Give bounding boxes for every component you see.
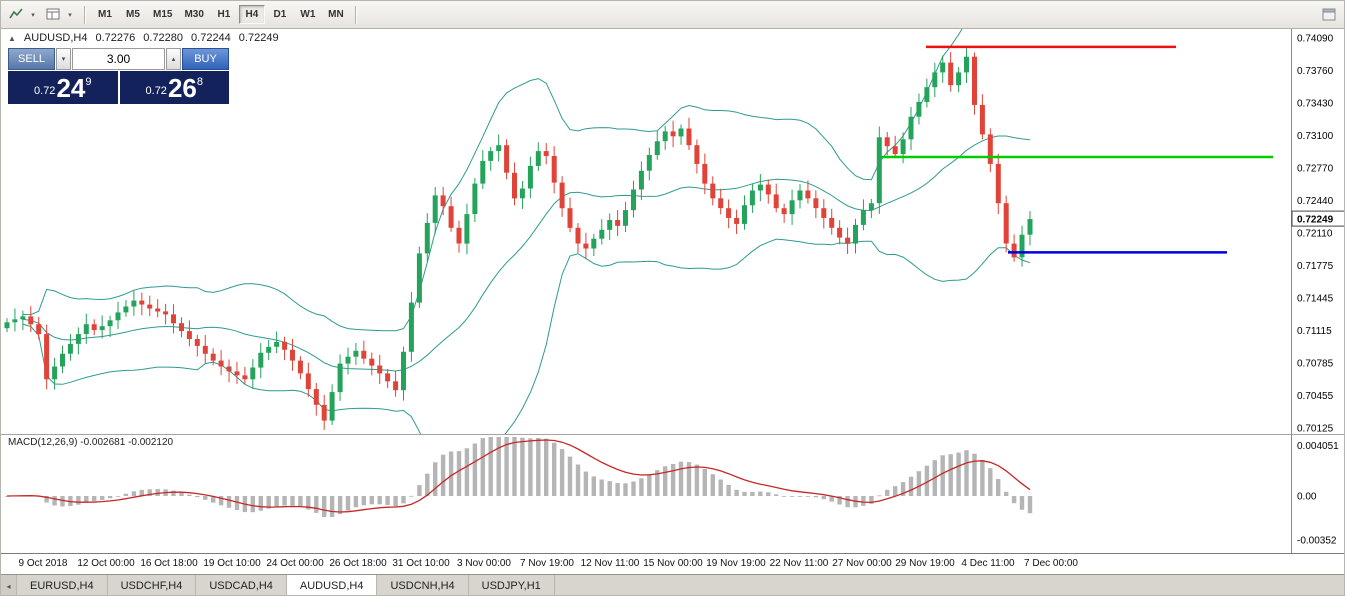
toolbar-separator (84, 5, 86, 24)
timeframe-w1-button[interactable]: W1 (295, 5, 321, 24)
time-axis-label: 29 Nov 19:00 (895, 558, 955, 569)
time-axis-label: 12 Nov 11:00 (580, 558, 640, 569)
price-axis-label: 0.71775 (1297, 261, 1334, 272)
symbol-info: ▲ AUDUSD,H4 0.72276 0.72280 0.72244 0.72… (8, 32, 279, 44)
top-toolbar: ▾ ▾ M1 M5 M15 M30 H1 H4 D1 W1 MN (1, 1, 1344, 29)
time-axis-label: 12 Oct 00:00 (77, 558, 135, 569)
timeframe-buttons: M1 M5 M15 M30 H1 H4 D1 W1 MN (91, 5, 350, 24)
time-axis[interactable]: 9 Oct 2018 12 Oct 00:00 16 Oct 18:00 19 Oct… (1, 553, 1344, 574)
volume-decrease-button[interactable]: ▾ (56, 48, 71, 70)
chart-tab-audusd[interactable]: AUDUSD,H4 (286, 575, 378, 595)
timeframe-h1-button[interactable]: H1 (211, 5, 237, 24)
price-axis-label: 0.73430 (1297, 98, 1334, 109)
price-axis-label: 0.73100 (1297, 131, 1334, 142)
macd-axis-label: 0.00 (1297, 492, 1317, 503)
sell-price-big: 24 (56, 73, 86, 104)
candles-group (4, 45, 1033, 430)
current-price-badge: 0.72249 (1291, 210, 1344, 227)
macd-axis-label: 0.004051 (1297, 441, 1339, 452)
price-chart-area[interactable]: 0.74090 0.73760 0.73430 0.73100 0.72770 0.724… (1, 29, 1344, 434)
chart-tab-usdjpy[interactable]: USDJPY,H1 (469, 575, 555, 595)
macd-histogram (4, 437, 1033, 517)
time-axis-label: 4 Dec 11:00 (961, 558, 1015, 569)
chart-tabs-bar: ◂ EURUSD,H4 USDCHF,H4 USDCAD,H4 AUDUSD,H4 US… (1, 574, 1344, 595)
time-axis-label: 24 Oct 00:00 (266, 558, 324, 569)
price-axis-label: 0.72770 (1297, 163, 1334, 174)
indicators-icon[interactable] (5, 5, 27, 25)
time-axis-label: 22 Nov 11:00 (769, 558, 829, 569)
one-click-trading-panel: SELL ▾ ▴ BUY 0.72 24 9 0.72 26 8 (8, 48, 229, 104)
price-axis-label: 0.71445 (1297, 294, 1334, 305)
buy-price-pip: 8 (196, 76, 203, 88)
buy-price[interactable]: 0.72 26 8 (119, 71, 229, 104)
macd-panel[interactable]: 0.004051 0.00 -0.00352 MACD(12,26,9) -0.00… (1, 434, 1344, 553)
symbol-label: AUDUSD,H4 (23, 32, 88, 44)
low-value: 0.72244 (191, 32, 231, 44)
price-axis-label: 0.74090 (1297, 34, 1334, 45)
time-axis-label: 7 Nov 19:00 (520, 558, 574, 569)
buy-button[interactable]: BUY (182, 48, 229, 70)
price-axis-label: 0.70455 (1297, 391, 1334, 402)
macd-axis-label: -0.00352 (1297, 536, 1337, 547)
timeframe-mn-button[interactable]: MN (323, 5, 349, 24)
sell-price[interactable]: 0.72 24 9 (8, 71, 118, 104)
buy-price-big: 26 (167, 73, 197, 104)
timeframe-d1-button[interactable]: D1 (267, 5, 293, 24)
close-value: 0.72249 (238, 32, 279, 44)
price-axis-label: 0.70785 (1297, 359, 1334, 370)
time-axis-label: 26 Oct 18:00 (329, 558, 387, 569)
macd-chart[interactable]: 0.004051 0.00 -0.00352 (1, 434, 1345, 553)
chart-tab-eurusd[interactable]: EURUSD,H4 (17, 575, 108, 595)
one-click-prices-row: 0.72 24 9 0.72 26 8 (8, 71, 229, 104)
time-axis-label: 19 Nov 19:00 (706, 558, 766, 569)
tab-scroll-left-icon[interactable]: ◂ (1, 575, 17, 595)
time-axis-label: 3 Nov 00:00 (457, 558, 511, 569)
price-axis-label: 0.70125 (1297, 424, 1334, 435)
macd-axis-labels: 0.004051 0.00 -0.00352 (1297, 441, 1339, 547)
indicators-dropdown-icon[interactable]: ▾ (27, 5, 39, 25)
chart-tab-usdcad[interactable]: USDCAD,H4 (196, 575, 287, 595)
price-chart[interactable]: 0.74090 0.73760 0.73430 0.73100 0.72770 0.724… (1, 29, 1345, 434)
open-value: 0.72276 (95, 32, 136, 44)
price-axis-label: 0.71115 (1297, 326, 1332, 337)
chart-tab-usdchf[interactable]: USDCHF,H4 (108, 575, 197, 595)
templates-dropdown-icon[interactable]: ▾ (64, 5, 76, 25)
svg-text:0.72249: 0.72249 (1297, 215, 1334, 226)
sell-button[interactable]: SELL (8, 48, 55, 70)
time-axis-label: 15 Nov 00:00 (643, 558, 703, 569)
high-value: 0.72280 (143, 32, 184, 44)
price-axis-label: 0.72110 (1297, 228, 1333, 239)
price-axis-label: 0.72440 (1297, 196, 1334, 207)
macd-label: MACD(12,26,9) -0.002681 -0.002120 (8, 437, 174, 448)
timeframe-m1-button[interactable]: M1 (92, 5, 118, 24)
volume-input[interactable] (72, 48, 165, 70)
timeframe-h4-button[interactable]: H4 (238, 5, 265, 24)
time-axis-label: 31 Oct 10:00 (392, 558, 450, 569)
time-axis-label: 19 Oct 10:00 (203, 558, 261, 569)
collapse-arrow-icon[interactable]: ▲ (8, 33, 16, 43)
price-axis-label: 0.73760 (1297, 66, 1334, 77)
volume-increase-button[interactable]: ▴ (166, 48, 181, 70)
timeframe-m5-button[interactable]: M5 (120, 5, 146, 24)
sell-price-pip: 9 (85, 76, 92, 88)
time-axis-label: 7 Dec 00:00 (1024, 558, 1078, 569)
timeframe-m30-button[interactable]: M30 (179, 5, 208, 24)
one-click-top-row: SELL ▾ ▴ BUY (8, 48, 229, 70)
chart-tab-usdcnh[interactable]: USDCNH,H4 (377, 575, 469, 595)
bollinger-bands (22, 29, 1031, 434)
macd-signal-line (6, 439, 1031, 513)
time-axis-label: 16 Oct 18:00 (140, 558, 198, 569)
time-axis-label: 27 Nov 00:00 (832, 558, 892, 569)
time-axis-label: 9 Oct 2018 (18, 558, 68, 569)
timeframe-m15-button[interactable]: M15 (148, 5, 177, 24)
buy-price-prefix: 0.72 (145, 85, 167, 97)
price-axis-labels: 0.74090 0.73760 0.73430 0.73100 0.72770 0.724… (1297, 34, 1334, 435)
chart-window-icon[interactable] (1318, 5, 1340, 25)
toolbar-separator (354, 5, 357, 24)
chart-tabs: EURUSD,H4 USDCHF,H4 USDCAD,H4 AUDUSD,H4 USDC… (17, 575, 555, 595)
sell-price-prefix: 0.72 (34, 85, 56, 97)
templates-icon[interactable] (42, 5, 64, 25)
